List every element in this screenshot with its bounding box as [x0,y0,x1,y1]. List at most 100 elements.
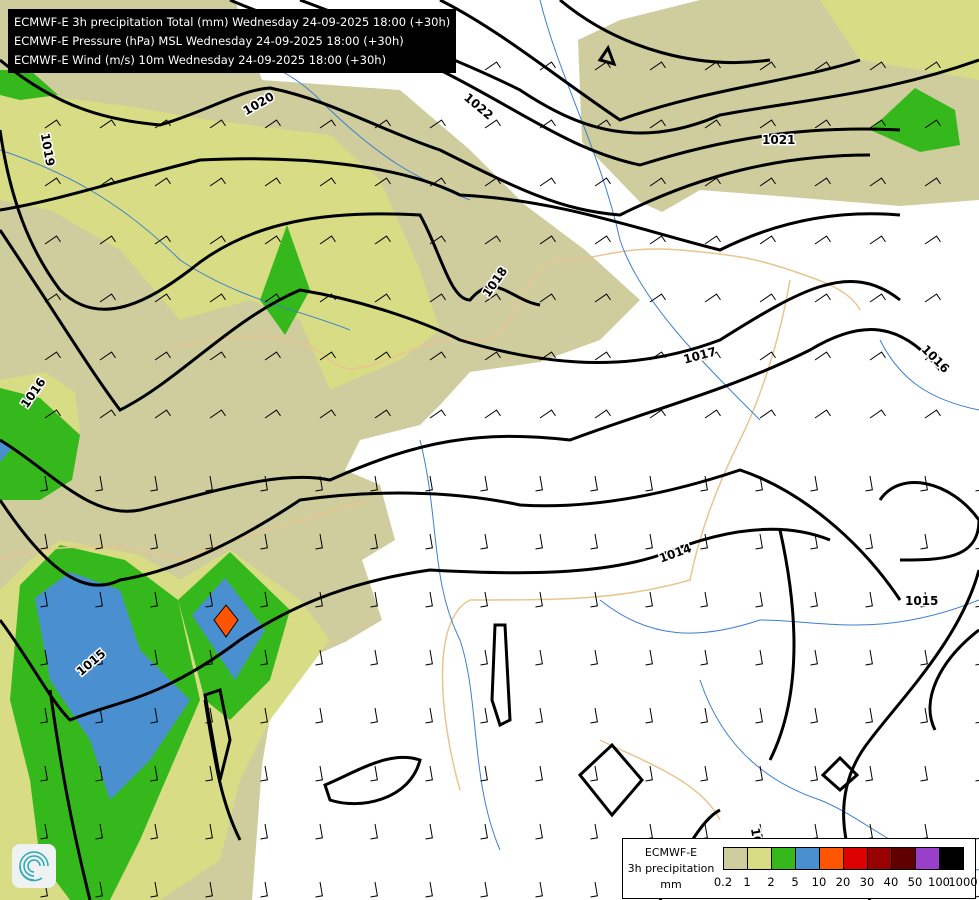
wind-barb [920,707,928,724]
wind-barb [429,409,446,419]
wind-barb [810,823,818,840]
wind-barb [480,475,488,492]
wind-barb [260,533,268,550]
precip-area-10-20 [213,604,239,638]
wind-barb [810,475,818,492]
wind-barb [209,409,226,419]
wind-barb [755,765,763,782]
legend-swatch [796,848,820,869]
wind-barb [95,707,103,724]
wind-barb [649,293,666,303]
wind-barb [535,707,543,724]
precip-area-2-5 [260,225,310,335]
wind-barb [374,351,391,361]
wind-barb [759,61,776,71]
wind-barb [924,119,941,129]
isobar-line [559,0,771,64]
wind-barb [924,61,941,71]
wind-barb [150,707,158,724]
wind-barb [975,489,979,492]
wind-barb [260,881,268,898]
wind-barb [319,409,336,419]
wind-barb [924,409,941,419]
wind-barb [649,61,666,71]
wind-barb [700,591,708,608]
wind-barb [814,61,831,71]
wind-barb [480,765,488,782]
wind-barb [594,409,611,419]
wind-barb [315,533,323,550]
isobar-line [878,481,979,562]
wind-barb [810,533,818,550]
wind-barb [44,119,61,129]
wind-barb [590,823,598,840]
wind-barb [704,293,721,303]
wind-barb [425,881,433,898]
legend-title: ECMWF-E 3h precipitation mm [625,845,717,893]
wind-barb [924,177,941,187]
wind-barb [810,591,818,608]
wind-barb [645,765,653,782]
isobar-line [0,229,901,412]
isobar-line [490,623,512,728]
wind-barb [315,475,323,492]
wind-barb [539,61,556,71]
wind-barb [370,533,378,550]
legend-swatch [820,848,844,869]
wind-barb [205,823,213,840]
wind-barb [95,475,103,492]
wind-title: ECMWF-E Wind (m/s) 10m Wednesday 24-09-2… [14,53,387,67]
wind-barb [920,475,928,492]
wind-barb [590,881,598,898]
wind-barb [480,881,488,898]
wind-barb [260,707,268,724]
wind-barb [264,235,281,245]
legend-swatch [892,848,916,869]
wind-barb [370,881,378,898]
wind-barb [704,351,721,361]
wind-barb [645,649,653,666]
wind-barb [539,119,556,129]
wind-barb [649,177,666,187]
wind-barb [704,177,721,187]
wind-barb [539,293,556,303]
wind-barb [319,235,336,245]
isobar-label: 1014 [657,541,693,566]
wind-barb [40,765,48,782]
wind-barb [810,649,818,666]
wind-barb [44,293,61,303]
wind-barb [429,293,446,303]
wind-barb [649,235,666,245]
wind-barb [484,409,501,419]
isobar-line [0,157,901,252]
wind-barb [649,119,666,129]
isobar-line [820,755,860,793]
wind-barb [869,177,886,187]
wind-barb [539,235,556,245]
wind-barb [975,547,979,550]
isobar-line [0,58,871,217]
wind-barb [590,533,598,550]
wind-barb [924,351,941,361]
wind-barb [700,475,708,492]
wind-barb [759,351,776,361]
precip-area-5-10 [35,572,190,800]
wind-barb [865,649,873,666]
wind-barb [594,293,611,303]
wind-barb [975,721,979,724]
wind-barb [920,649,928,666]
wind-barb [95,533,103,550]
wind-barb [315,881,323,898]
isobar-label: 1021 [762,133,795,147]
wind-barb [755,591,763,608]
wind-barb [209,235,226,245]
wind-barb [315,649,323,666]
wind-barb [154,409,171,419]
wind-barb [40,707,48,724]
wind-barb [99,293,116,303]
wind-barb [370,591,378,608]
wind-barb [700,649,708,666]
wind-barb [425,591,433,608]
wind-barb [374,235,391,245]
